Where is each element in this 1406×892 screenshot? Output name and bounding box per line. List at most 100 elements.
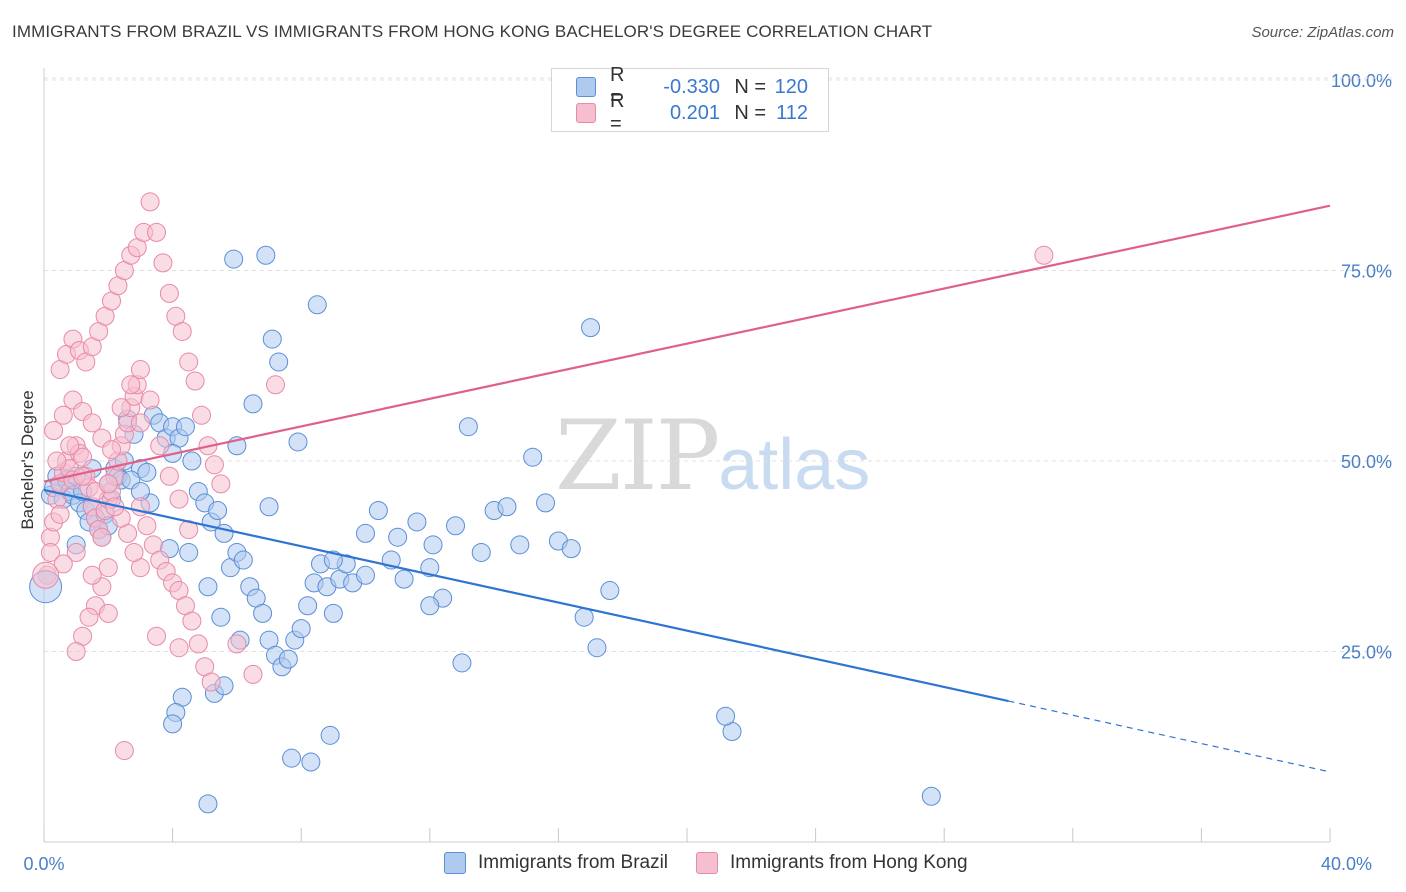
point-brazil (298, 596, 318, 616)
point-brazil (587, 638, 607, 658)
legend-n-value: 112 (776, 101, 808, 124)
point-brazil (256, 245, 276, 265)
point-brazil (356, 523, 375, 543)
series-legend: Immigrants from Brazil Immigrants from H… (444, 852, 996, 874)
point-hongkong (102, 440, 122, 460)
point-brazil (561, 539, 581, 559)
point-brazil (600, 581, 620, 601)
point-hongkong (82, 565, 102, 585)
point-brazil (233, 550, 253, 570)
point-brazil (175, 417, 195, 437)
point-brazil (198, 794, 218, 814)
series-legend-hongkong: Immigrants from Hong Kong (696, 852, 968, 874)
legend-r-value: -0.330 (663, 75, 720, 98)
point-brazil (356, 565, 375, 585)
point-brazil (581, 318, 601, 338)
point-hongkong (1034, 245, 1054, 265)
point-brazil (278, 649, 298, 669)
point-brazil (198, 577, 218, 597)
point-hongkong (147, 222, 167, 242)
point-brazil (137, 462, 157, 482)
point-brazil (301, 752, 321, 772)
point-brazil (452, 653, 472, 673)
point-brazil (423, 535, 443, 555)
watermark-atlas: atlas (718, 425, 871, 505)
point-brazil (497, 497, 517, 517)
point-brazil (471, 542, 491, 562)
series-label-hongkong: Immigrants from Hong Kong (730, 852, 968, 873)
point-brazil (182, 451, 202, 471)
legend-n-value: 120 (774, 75, 808, 98)
point-hongkong (153, 253, 173, 273)
legend-row-hongkong: R = 0.201 N = 112 (576, 90, 808, 135)
point-hongkong (73, 466, 93, 486)
point-brazil (291, 619, 311, 639)
point-hongkong (130, 360, 150, 380)
zipatlas-watermark: ZIPatlas (555, 400, 870, 512)
point-hongkong (82, 413, 102, 433)
point-hongkong (169, 489, 189, 509)
point-hongkong (124, 542, 144, 562)
point-hongkong (140, 192, 160, 212)
point-brazil (536, 493, 556, 513)
point-hongkong (159, 283, 179, 303)
point-hongkong (66, 542, 86, 562)
y-tick-label: 25.0% (1341, 643, 1392, 663)
point-hongkong (111, 398, 131, 418)
series-label-brazil: Immigrants from Brazil (478, 852, 669, 873)
point-hongkong (172, 321, 192, 341)
point-brazil (320, 725, 340, 745)
point-hongkong (66, 642, 86, 661)
legend-r-value: 0.201 (669, 101, 720, 124)
point-hongkong (98, 474, 118, 494)
point-hongkong (92, 527, 112, 547)
point-hongkong (192, 405, 212, 425)
point-hongkong (79, 607, 99, 627)
point-hongkong (159, 466, 179, 486)
point-brazil (259, 497, 279, 517)
point-hongkong (40, 542, 60, 562)
point-brazil (716, 706, 736, 726)
point-hongkong (32, 561, 60, 589)
point-brazil (368, 501, 388, 521)
y-tick-label: 50.0% (1341, 452, 1392, 472)
y-axis-label: Bachelor's Degree (18, 390, 37, 529)
point-hongkong (114, 741, 134, 761)
point-hongkong (53, 554, 73, 574)
legend-swatch-hongkong (576, 103, 596, 123)
point-brazil (282, 748, 302, 768)
series-legend-brazil: Immigrants from Brazil (444, 852, 668, 874)
watermark-zip: ZIP (555, 400, 720, 512)
point-brazil (269, 352, 289, 372)
series-swatch-hongkong (696, 852, 719, 874)
source-credit: Source: ZipAtlas.com (1251, 24, 1394, 41)
point-hongkong (150, 436, 170, 456)
point-hongkong (53, 405, 73, 425)
point-brazil (262, 329, 282, 349)
point-hongkong (73, 447, 93, 467)
series-swatch-brazil (444, 852, 466, 874)
point-brazil (420, 596, 440, 616)
point-hongkong (204, 455, 224, 475)
point-hongkong (169, 638, 189, 658)
point-brazil (523, 447, 543, 467)
point-brazil (394, 569, 414, 589)
trend-line-hongkong (43, 204, 1331, 483)
point-hongkong (44, 421, 64, 441)
legend-r-label: R = (610, 90, 625, 135)
x-tick-label: 40.0% (1321, 854, 1372, 874)
point-hongkong (147, 626, 167, 646)
trend-line-brazil (43, 488, 1009, 703)
point-hongkong (185, 371, 205, 391)
point-hongkong (227, 634, 247, 654)
point-brazil (208, 501, 228, 521)
legend-row-brazil: R = -0.330 N = 120 (576, 64, 808, 109)
point-brazil (446, 516, 466, 536)
point-hongkong (98, 603, 118, 623)
point-brazil (163, 714, 183, 734)
point-hongkong (137, 516, 157, 536)
point-brazil (420, 558, 440, 578)
point-hongkong (140, 390, 160, 410)
y-tick-label: 75.0% (1341, 262, 1392, 282)
